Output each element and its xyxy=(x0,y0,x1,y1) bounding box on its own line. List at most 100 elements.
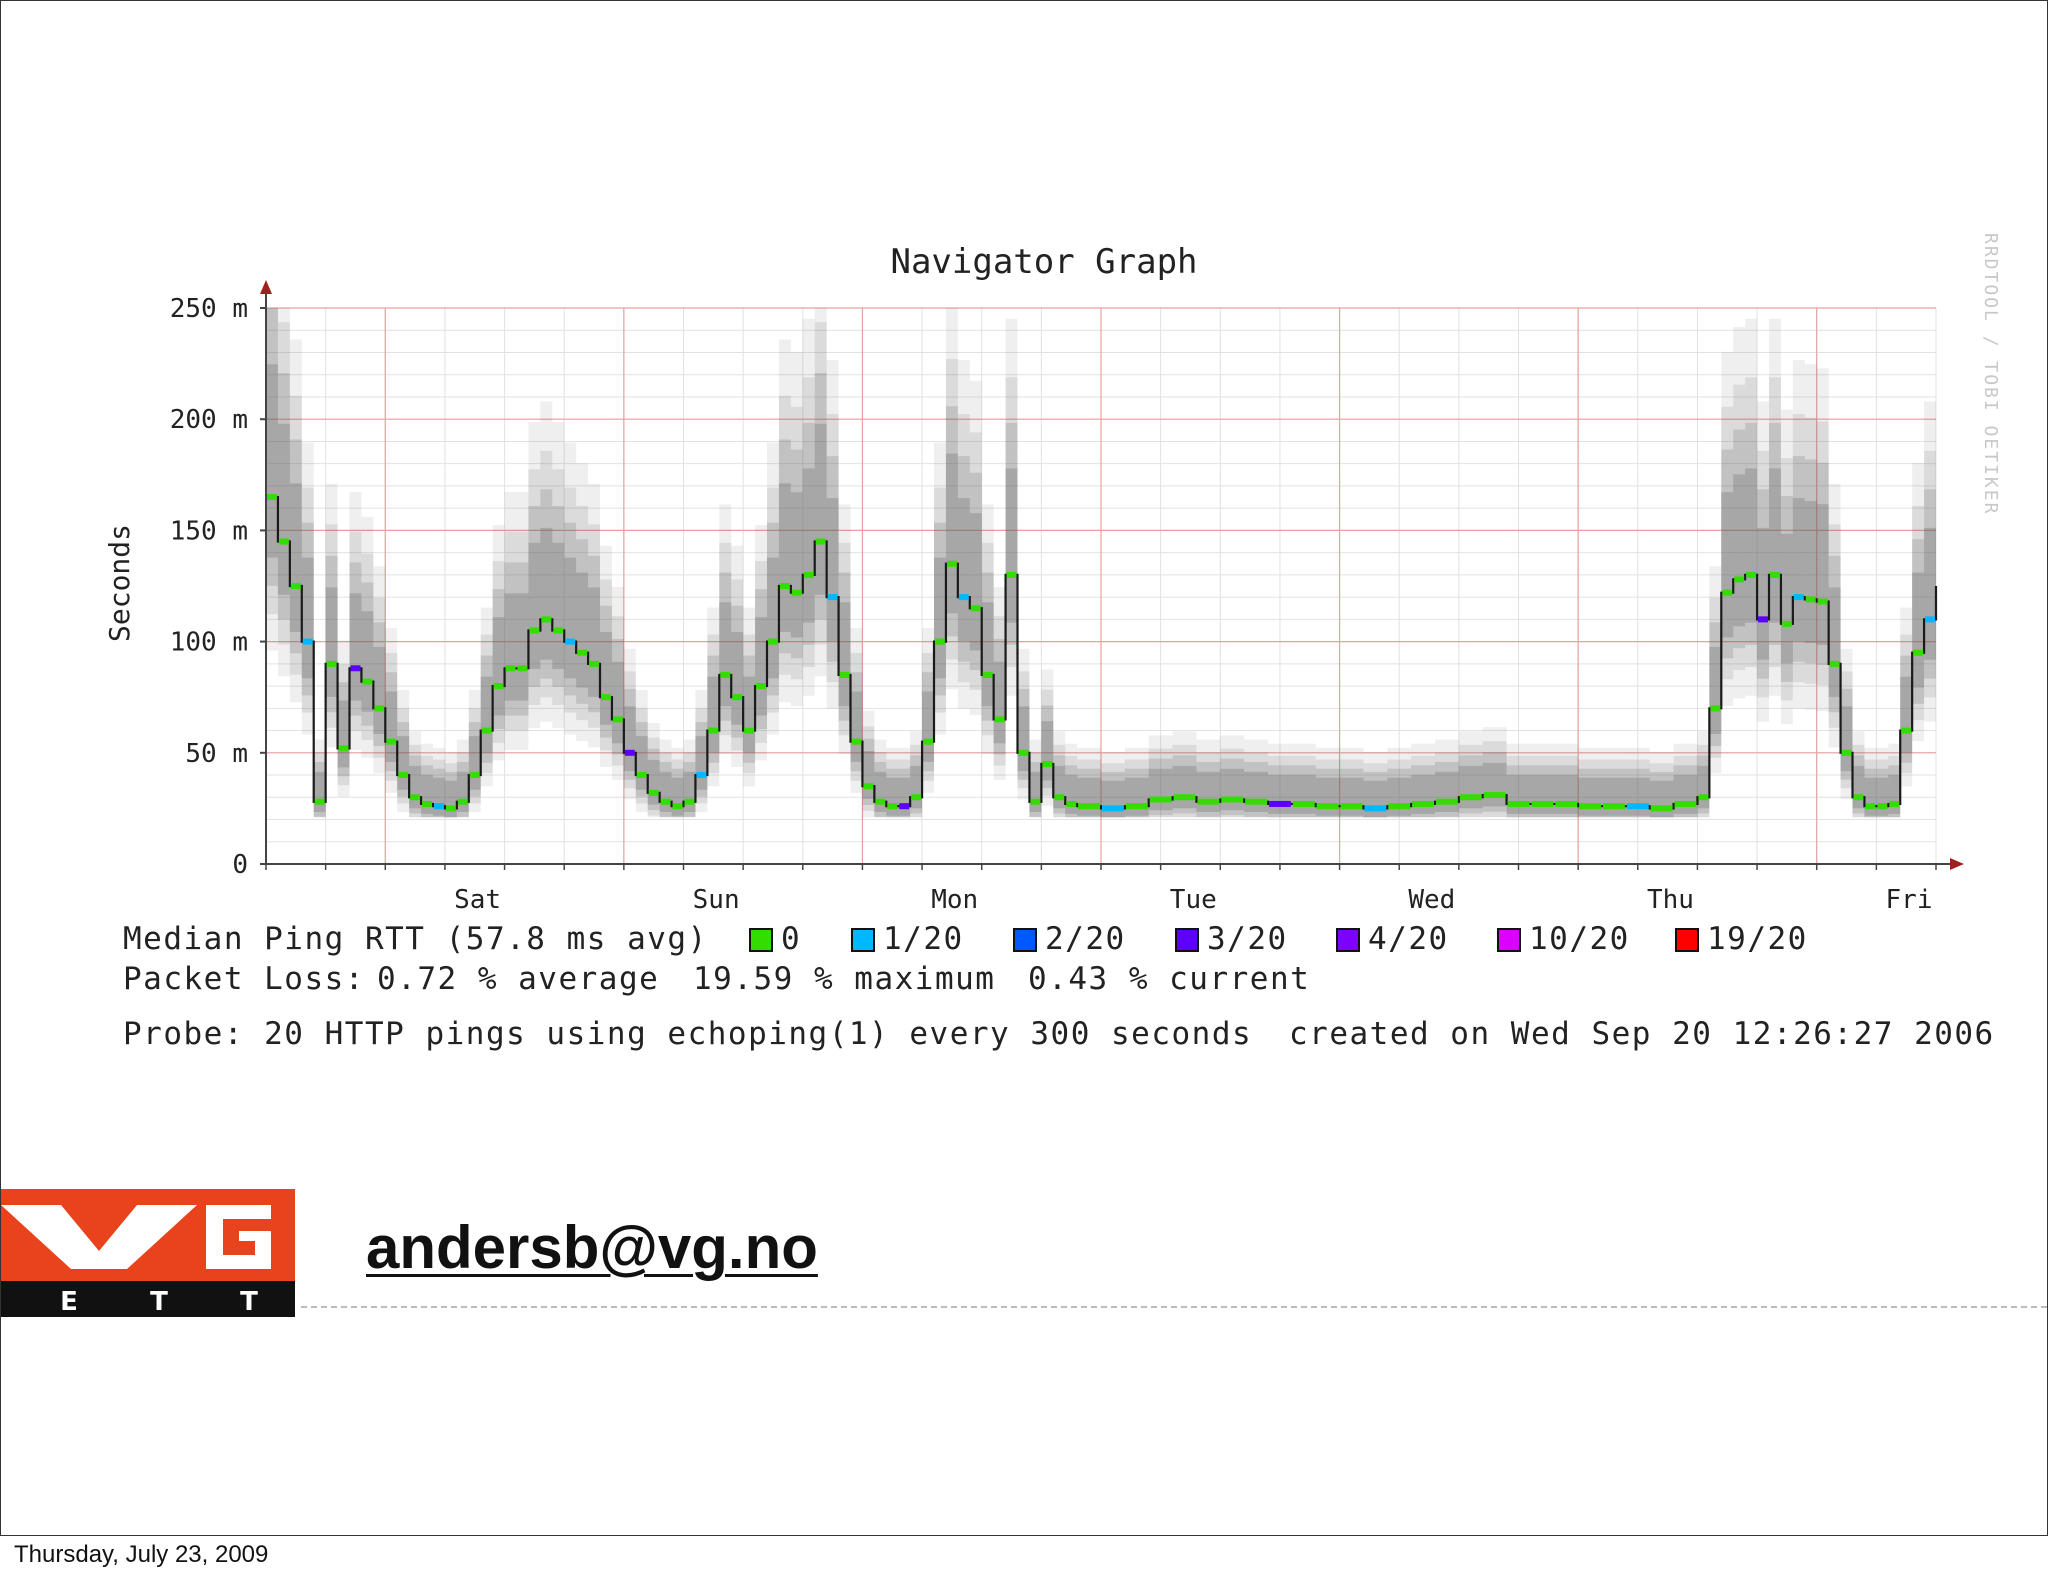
chart-watermark: RRDTOOL / TOBI OETIKER xyxy=(1980,233,2001,516)
smoke-band xyxy=(1912,505,1925,721)
smoke-band xyxy=(1005,468,1018,623)
smoke-band xyxy=(1709,566,1722,774)
smoke-band xyxy=(1757,450,1769,698)
smoke-band xyxy=(301,557,314,679)
smoke-band xyxy=(516,593,529,701)
smoke-band xyxy=(433,747,445,818)
smoke-band xyxy=(755,561,767,743)
smoke-band xyxy=(1816,421,1829,686)
smoke-band xyxy=(576,539,589,704)
smoke-band xyxy=(1315,759,1340,818)
smoke-band xyxy=(1148,768,1173,811)
smoke-band xyxy=(707,607,720,787)
loss-marker xyxy=(1340,803,1363,810)
loss-marker xyxy=(1054,794,1065,801)
smoke-band xyxy=(1792,498,1805,642)
smoke-band xyxy=(790,449,803,659)
smoke-band xyxy=(910,765,923,809)
loss-marker xyxy=(1173,794,1196,801)
smoke-band xyxy=(600,545,612,767)
smoke-band xyxy=(934,442,946,735)
smoke-band xyxy=(361,516,374,758)
smoke-band xyxy=(611,616,624,766)
smoke-band xyxy=(874,752,887,818)
loss-marker xyxy=(1925,616,1935,623)
loss-marker xyxy=(1901,727,1912,734)
smoke-band xyxy=(1924,450,1936,698)
smoke-band xyxy=(1017,671,1030,789)
smoke-band xyxy=(611,586,624,780)
loss-marker xyxy=(1364,805,1387,812)
email-link[interactable]: andersb@vg.no xyxy=(366,1214,818,1281)
smoke-band xyxy=(456,739,469,818)
smoke-band xyxy=(659,762,672,817)
loss-marker xyxy=(1865,803,1876,810)
loss-marker xyxy=(553,627,564,634)
loss-marker xyxy=(1603,803,1625,810)
smoke-band xyxy=(1757,527,1769,660)
loss-marker xyxy=(958,594,969,601)
smoke-band xyxy=(945,358,958,660)
loss-marker xyxy=(851,738,862,745)
smoke-band xyxy=(444,771,457,818)
smoke-band xyxy=(1769,468,1781,623)
smoke-band xyxy=(337,663,350,786)
smoke-band xyxy=(1017,706,1030,772)
smoke-band xyxy=(540,489,553,679)
smoke-band xyxy=(862,710,875,818)
smoke-band xyxy=(1780,409,1793,725)
loss-marker xyxy=(1316,803,1339,810)
smoke-band xyxy=(1124,747,1149,818)
smoke-band xyxy=(623,706,636,772)
smoke-band xyxy=(1900,655,1913,763)
smoke-band xyxy=(564,522,577,696)
smoke-band xyxy=(731,605,744,738)
smoke-band xyxy=(683,752,696,818)
loss-marker xyxy=(624,749,635,756)
loss-marker xyxy=(1555,800,1578,807)
smoke-band xyxy=(1065,765,1078,818)
smoke-band xyxy=(647,737,660,816)
smoke-band xyxy=(397,736,410,790)
smoke-band xyxy=(671,768,684,818)
loss-marker xyxy=(1483,792,1506,799)
smoke-band xyxy=(910,731,923,818)
smoke-band xyxy=(1697,765,1710,809)
smoke-band xyxy=(802,377,815,668)
smoke-band xyxy=(385,628,398,793)
smoke-band xyxy=(683,771,696,813)
smoke-band xyxy=(719,504,732,754)
loss-marker xyxy=(314,798,325,805)
legend-swatch xyxy=(1497,928,1521,952)
smoke-band xyxy=(456,771,469,813)
legend-loss-1: 1/20 xyxy=(851,919,964,959)
smoke-band xyxy=(588,483,600,748)
smoke-band xyxy=(409,744,422,818)
smoke-band xyxy=(468,722,481,797)
chart-loss-markers xyxy=(267,494,1935,812)
smoke-band xyxy=(528,542,541,670)
loss-marker xyxy=(1125,803,1148,810)
smoke-band xyxy=(981,572,994,721)
smoke-band xyxy=(552,542,565,670)
smoke-band xyxy=(1745,377,1758,668)
smoke-band xyxy=(1780,458,1793,701)
chart: 0 50 m 100 m 150 m 200 m 250 m Sat Sun Mon Tue Wed… xyxy=(103,242,1964,915)
loss-marker xyxy=(386,738,397,745)
x-tick-label: Mon xyxy=(931,885,978,915)
smoke-band xyxy=(767,487,779,713)
smoke-band xyxy=(659,771,672,813)
smoke-band xyxy=(1124,777,1149,816)
packet-loss-prefix: Packet Loss: xyxy=(123,961,365,997)
smoke-band xyxy=(492,525,505,761)
smoke-band xyxy=(277,322,290,645)
loss-marker xyxy=(469,772,480,779)
loss-marker xyxy=(1078,803,1100,810)
smoke-band xyxy=(719,542,732,736)
vg-logo: E T T xyxy=(1,1189,295,1317)
legend-swatch xyxy=(1013,928,1037,952)
smoke-band xyxy=(671,777,684,816)
smoke-band xyxy=(767,442,779,735)
smoke-band xyxy=(444,763,457,818)
smoke-band xyxy=(1077,747,1101,818)
